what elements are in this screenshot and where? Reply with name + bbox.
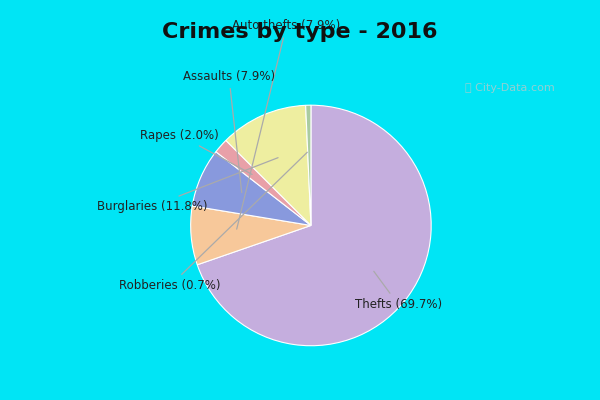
Text: Crimes by type - 2016: Crimes by type - 2016 [162,22,438,42]
Wedge shape [305,105,311,226]
Text: Auto thefts (7.9%): Auto thefts (7.9%) [232,20,340,229]
Wedge shape [191,206,311,265]
Wedge shape [216,140,311,226]
Wedge shape [226,105,311,226]
Wedge shape [192,152,311,226]
Text: Burglaries (11.8%): Burglaries (11.8%) [97,158,278,213]
Text: Thefts (69.7%): Thefts (69.7%) [355,271,442,311]
Text: ⓘ City-Data.com: ⓘ City-Data.com [465,83,555,93]
Text: Rapes (2.0%): Rapes (2.0%) [140,129,252,174]
Text: Robberies (0.7%): Robberies (0.7%) [119,152,307,292]
Wedge shape [197,105,431,346]
Text: Assaults (7.9%): Assaults (7.9%) [183,70,275,193]
